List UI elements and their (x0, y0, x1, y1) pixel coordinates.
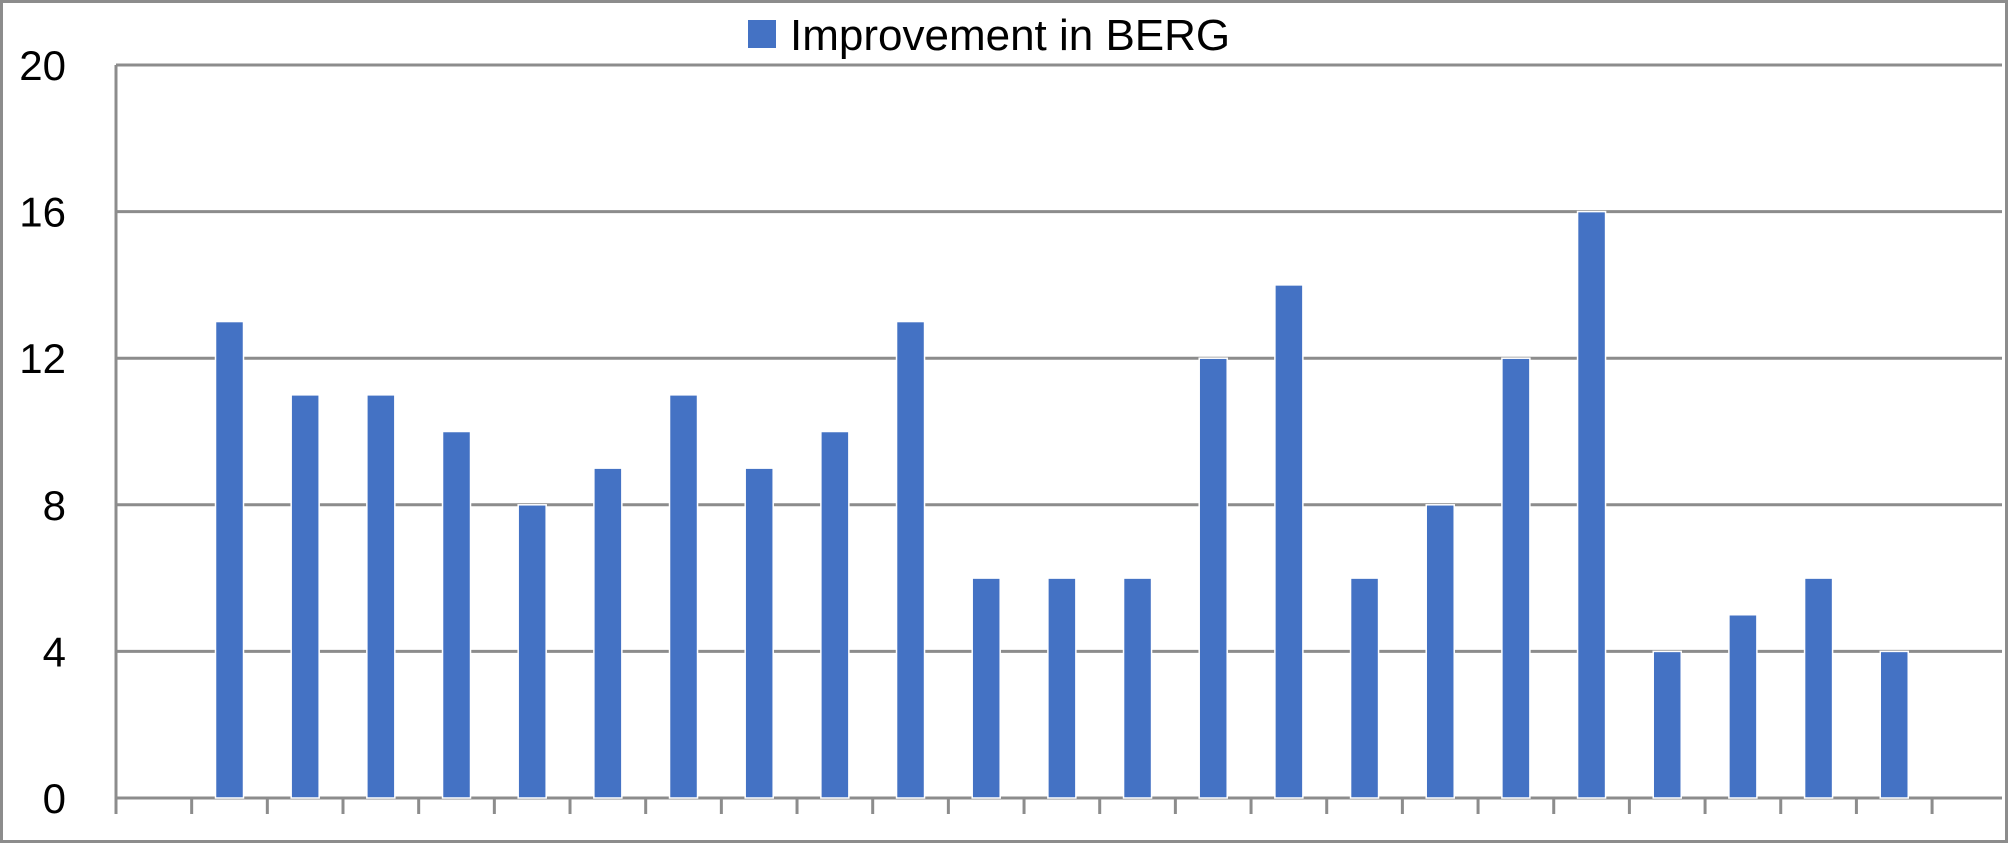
y-tick-label: 4 (43, 628, 66, 675)
bar (441, 430, 472, 799)
bar (1803, 577, 1834, 799)
bar (290, 394, 320, 799)
bar (366, 394, 396, 799)
bar (971, 577, 1001, 799)
bar (1122, 577, 1153, 799)
bar (1349, 577, 1380, 799)
bar (744, 467, 774, 799)
bar (517, 504, 547, 799)
bar (1728, 614, 1758, 799)
bar (1425, 504, 1455, 799)
legend: Improvement in BERG (748, 11, 1230, 60)
y-tick-label: 0 (43, 775, 66, 822)
bar (1274, 284, 1304, 799)
bar (1576, 210, 1607, 799)
bar (1652, 650, 1682, 799)
legend-swatch (748, 20, 776, 48)
x-axis (114, 65, 1934, 814)
bar (1879, 650, 1909, 799)
bar (895, 320, 926, 799)
y-tick-label: 16 (19, 189, 66, 236)
y-axis-tick-labels: 0 4 8 12 16 20 (19, 42, 66, 822)
bar (1501, 357, 1531, 799)
bar (1047, 577, 1077, 799)
bars (214, 210, 1909, 799)
bar (214, 320, 245, 799)
gridlines (116, 63, 2002, 800)
y-tick-label: 8 (43, 482, 66, 529)
legend-label: Improvement in BERG (790, 11, 1230, 60)
y-tick-label: 20 (19, 42, 66, 89)
bar (668, 394, 699, 799)
bar (1198, 357, 1228, 799)
bar (820, 430, 850, 799)
y-tick-label: 12 (19, 335, 66, 382)
bar (593, 467, 623, 799)
